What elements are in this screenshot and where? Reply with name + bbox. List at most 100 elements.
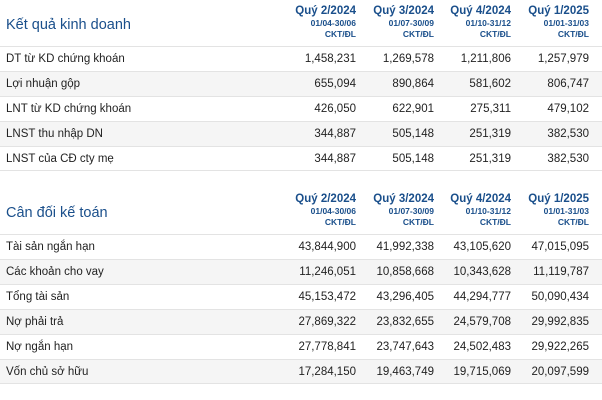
- row-label[interactable]: Vốn chủ sở hữu: [6, 366, 89, 378]
- column-header[interactable]: Quý 4/2024 01/10-31/12 CKT/ĐL: [431, 4, 511, 40]
- row-label[interactable]: Lợi nhuận gộp: [6, 78, 81, 90]
- cell-value: 44,294,777: [453, 291, 511, 303]
- quarter-label[interactable]: Quý 4/2024: [450, 193, 511, 205]
- balance-sheet-section: Cân đối kế toán Quý 2/2024 01/04-30/06 C…: [0, 188, 602, 384]
- audit-status: CKT/ĐL: [324, 217, 356, 227]
- cell-value: 41,992,338: [376, 241, 434, 253]
- date-range: 01/10-31/12: [465, 18, 511, 28]
- cell-value: 19,463,749: [376, 366, 434, 378]
- column-header[interactable]: Quý 3/2024 01/07-30/09 CKT/ĐL: [354, 192, 434, 228]
- row-label[interactable]: Tài sản ngắn hạn: [6, 241, 95, 253]
- cell-value: 43,844,900: [298, 241, 356, 253]
- table-row: DT từ KD chứng khoán 1,458,231 1,269,578…: [0, 46, 602, 71]
- audit-status: CKT/ĐL: [324, 29, 356, 39]
- cell-value: 10,343,628: [453, 266, 511, 278]
- cell-value: 11,119,787: [533, 266, 589, 278]
- date-range: 01/01-31/03: [543, 18, 589, 28]
- section-title[interactable]: Cân đối kế toán: [6, 205, 108, 221]
- cell-value: 43,296,405: [376, 291, 434, 303]
- table-row: LNT từ KD chứng khoán 426,050 622,901 27…: [0, 96, 602, 121]
- table-row: LNST thu nhập DN 344,887 505,148 251,319…: [0, 121, 602, 146]
- cell-value: 426,050: [314, 103, 356, 115]
- table-row: LNST của CĐ cty mẹ 344,887 505,148 251,3…: [0, 146, 602, 171]
- cell-value: 20,097,599: [531, 366, 589, 378]
- row-label[interactable]: LNST của CĐ cty mẹ: [6, 153, 114, 165]
- row-label[interactable]: LNST thu nhập DN: [6, 128, 103, 140]
- income-statement-table: DT từ KD chứng khoán 1,458,231 1,269,578…: [0, 46, 602, 171]
- date-range: 01/07-30/09: [388, 18, 434, 28]
- cell-value: 251,319: [469, 128, 511, 140]
- cell-value: 806,747: [547, 78, 589, 90]
- section-title[interactable]: Kết quả kinh doanh: [6, 17, 131, 33]
- cell-value: 505,148: [392, 153, 434, 165]
- quarter-label[interactable]: Quý 3/2024: [373, 5, 434, 17]
- cell-value: 45,153,472: [298, 291, 356, 303]
- row-label[interactable]: Tổng tài sản: [6, 291, 70, 303]
- quarter-label[interactable]: Quý 4/2024: [450, 5, 511, 17]
- table-row: Nợ phải trả 27,869,322 23,832,655 24,579…: [0, 309, 602, 334]
- date-range: 01/04-30/06: [310, 18, 356, 28]
- cell-value: 23,747,643: [376, 341, 434, 353]
- row-label[interactable]: Các khoản cho vay: [6, 266, 104, 278]
- cell-value: 581,602: [469, 78, 511, 90]
- cell-value: 17,284,150: [298, 366, 356, 378]
- cell-value: 29,992,835: [531, 316, 589, 328]
- cell-value: 275,311: [470, 103, 511, 115]
- column-header[interactable]: Quý 2/2024 01/04-30/06 CKT/ĐL: [276, 4, 356, 40]
- quarter-label[interactable]: Quý 3/2024: [373, 193, 434, 205]
- column-header[interactable]: Quý 1/2025 01/01-31/03 CKT/ĐL: [509, 4, 589, 40]
- cell-value: 251,319: [469, 153, 511, 165]
- quarter-label[interactable]: Quý 1/2025: [528, 5, 589, 17]
- cell-value: 27,869,322: [298, 316, 356, 328]
- cell-value: 344,887: [314, 153, 356, 165]
- row-label[interactable]: DT từ KD chứng khoán: [6, 53, 125, 65]
- income-statement-section: Kết quả kinh doanh Quý 2/2024 01/04-30/0…: [0, 0, 602, 171]
- cell-value: 19,715,069: [453, 366, 511, 378]
- cell-value: 50,090,434: [531, 291, 589, 303]
- row-label[interactable]: Nợ phải trả: [6, 316, 64, 328]
- audit-status: CKT/ĐL: [557, 29, 589, 39]
- cell-value: 47,015,095: [531, 241, 589, 253]
- audit-status: CKT/ĐL: [557, 217, 589, 227]
- column-header[interactable]: Quý 4/2024 01/10-31/12 CKT/ĐL: [431, 192, 511, 228]
- table-row: Tổng tài sản 45,153,472 43,296,405 44,29…: [0, 284, 602, 309]
- column-header[interactable]: Quý 2/2024 01/04-30/06 CKT/ĐL: [276, 192, 356, 228]
- date-range: 01/07-30/09: [388, 206, 434, 216]
- cell-value: 622,901: [392, 103, 434, 115]
- date-range: 01/04-30/06: [310, 206, 356, 216]
- quarter-label[interactable]: Quý 2/2024: [295, 5, 356, 17]
- cell-value: 11,246,051: [299, 266, 356, 278]
- column-header[interactable]: Quý 1/2025 01/01-31/03 CKT/ĐL: [509, 192, 589, 228]
- cell-value: 479,102: [547, 103, 589, 115]
- cell-value: 23,832,655: [376, 316, 434, 328]
- cell-value: 24,502,483: [453, 341, 511, 353]
- audit-status: CKT/ĐL: [479, 217, 511, 227]
- cell-value: 890,864: [392, 78, 434, 90]
- table-row: Tài sản ngắn hạn 43,844,900 41,992,338 4…: [0, 234, 602, 259]
- cell-value: 29,922,265: [531, 341, 589, 353]
- row-label[interactable]: Nợ ngắn hạn: [6, 341, 74, 353]
- audit-status: CKT/ĐL: [402, 217, 434, 227]
- cell-value: 10,858,668: [376, 266, 434, 278]
- table-row: Vốn chủ sở hữu 17,284,150 19,463,749 19,…: [0, 359, 602, 384]
- column-header[interactable]: Quý 3/2024 01/07-30/09 CKT/ĐL: [354, 4, 434, 40]
- cell-value: 1,257,979: [537, 53, 589, 65]
- cell-value: 382,530: [547, 128, 589, 140]
- cell-value: 1,458,231: [304, 53, 356, 65]
- income-statement-header: Kết quả kinh doanh Quý 2/2024 01/04-30/0…: [0, 0, 602, 46]
- balance-sheet-header: Cân đối kế toán Quý 2/2024 01/04-30/06 C…: [0, 188, 602, 234]
- date-range: 01/01-31/03: [543, 206, 589, 216]
- table-row: Các khoản cho vay 11,246,051 10,858,668 …: [0, 259, 602, 284]
- cell-value: 505,148: [392, 128, 434, 140]
- cell-value: 344,887: [314, 128, 356, 140]
- cell-value: 655,094: [314, 78, 356, 90]
- quarter-label[interactable]: Quý 2/2024: [295, 193, 356, 205]
- cell-value: 43,105,620: [453, 241, 511, 253]
- audit-status: CKT/ĐL: [402, 29, 434, 39]
- date-range: 01/10-31/12: [465, 206, 511, 216]
- row-label[interactable]: LNT từ KD chứng khoán: [6, 103, 132, 115]
- cell-value: 1,269,578: [382, 53, 434, 65]
- quarter-label[interactable]: Quý 1/2025: [528, 193, 589, 205]
- table-row: Nợ ngắn hạn 27,778,841 23,747,643 24,502…: [0, 334, 602, 359]
- cell-value: 27,778,841: [298, 341, 356, 353]
